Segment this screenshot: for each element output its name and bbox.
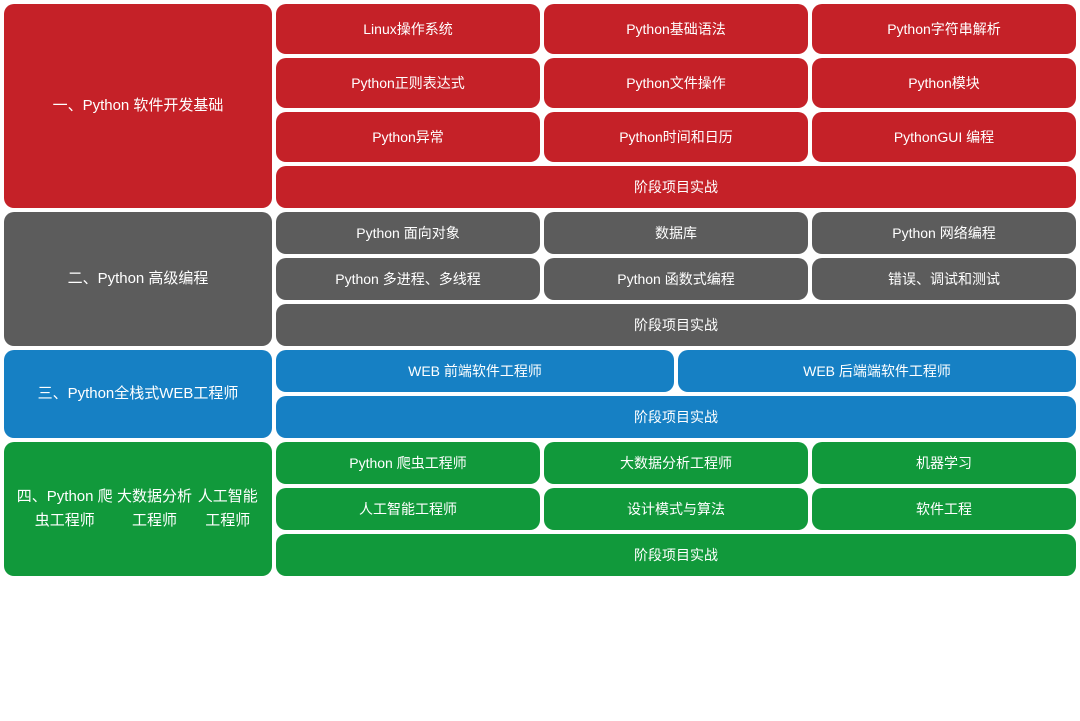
section-label-s1: 一、Python 软件开发基础: [4, 4, 272, 208]
topic-cell: 阶段项目实战: [276, 166, 1076, 208]
topic-cell: Python正则表达式: [276, 58, 540, 108]
topic-cell: WEB 后端端软件工程师: [678, 350, 1076, 392]
topic-cell: 设计模式与算法: [544, 488, 808, 530]
section-s4: 四、Python 爬虫工程师大数据分析工程师人工智能工程师Python 爬虫工程…: [4, 442, 1076, 576]
row: Python 多进程、多线程Python 函数式编程错误、调试和测试: [276, 258, 1076, 300]
section-content-s2: Python 面向对象数据库Python 网络编程Python 多进程、多线程P…: [276, 212, 1076, 346]
topic-cell: Python文件操作: [544, 58, 808, 108]
topic-cell: 人工智能工程师: [276, 488, 540, 530]
topic-cell: Linux操作系统: [276, 4, 540, 54]
section-label-s3: 三、Python全栈式WEB工程师: [4, 350, 272, 438]
topic-cell: Python基础语法: [544, 4, 808, 54]
section-content-s3: WEB 前端软件工程师WEB 后端端软件工程师阶段项目实战: [276, 350, 1076, 438]
row: Python 面向对象数据库Python 网络编程: [276, 212, 1076, 254]
topic-cell: Python 面向对象: [276, 212, 540, 254]
topic-cell: Python字符串解析: [812, 4, 1076, 54]
section-s1: 一、Python 软件开发基础Linux操作系统Python基础语法Python…: [4, 4, 1076, 208]
row: Python正则表达式Python文件操作Python模块: [276, 58, 1076, 108]
topic-cell: 数据库: [544, 212, 808, 254]
topic-cell: Python异常: [276, 112, 540, 162]
topic-cell: 阶段项目实战: [276, 396, 1076, 438]
row: 人工智能工程师设计模式与算法软件工程: [276, 488, 1076, 530]
topic-cell: 错误、调试和测试: [812, 258, 1076, 300]
topic-cell: Python 函数式编程: [544, 258, 808, 300]
row: 阶段项目实战: [276, 304, 1076, 346]
topic-cell: WEB 前端软件工程师: [276, 350, 674, 392]
curriculum-diagram: 一、Python 软件开发基础Linux操作系统Python基础语法Python…: [4, 4, 1076, 576]
section-label-s2: 二、Python 高级编程: [4, 212, 272, 346]
topic-cell: Python模块: [812, 58, 1076, 108]
topic-cell: 大数据分析工程师: [544, 442, 808, 484]
topic-cell: 阶段项目实战: [276, 304, 1076, 346]
topic-cell: PythonGUI 编程: [812, 112, 1076, 162]
row: Python异常Python时间和日历PythonGUI 编程: [276, 112, 1076, 162]
topic-cell: Python 网络编程: [812, 212, 1076, 254]
topic-cell: 机器学习: [812, 442, 1076, 484]
row: Linux操作系统Python基础语法Python字符串解析: [276, 4, 1076, 54]
topic-cell: Python 爬虫工程师: [276, 442, 540, 484]
section-content-s4: Python 爬虫工程师大数据分析工程师机器学习人工智能工程师设计模式与算法软件…: [276, 442, 1076, 576]
topic-cell: Python 多进程、多线程: [276, 258, 540, 300]
row: WEB 前端软件工程师WEB 后端端软件工程师: [276, 350, 1076, 392]
section-label-s4: 四、Python 爬虫工程师大数据分析工程师人工智能工程师: [4, 442, 272, 576]
section-s3: 三、Python全栈式WEB工程师WEB 前端软件工程师WEB 后端端软件工程师…: [4, 350, 1076, 438]
topic-cell: 软件工程: [812, 488, 1076, 530]
section-content-s1: Linux操作系统Python基础语法Python字符串解析Python正则表达…: [276, 4, 1076, 208]
topic-cell: 阶段项目实战: [276, 534, 1076, 576]
row: Python 爬虫工程师大数据分析工程师机器学习: [276, 442, 1076, 484]
section-s2: 二、Python 高级编程Python 面向对象数据库Python 网络编程Py…: [4, 212, 1076, 346]
row: 阶段项目实战: [276, 396, 1076, 438]
row: 阶段项目实战: [276, 534, 1076, 576]
topic-cell: Python时间和日历: [544, 112, 808, 162]
row: 阶段项目实战: [276, 166, 1076, 208]
